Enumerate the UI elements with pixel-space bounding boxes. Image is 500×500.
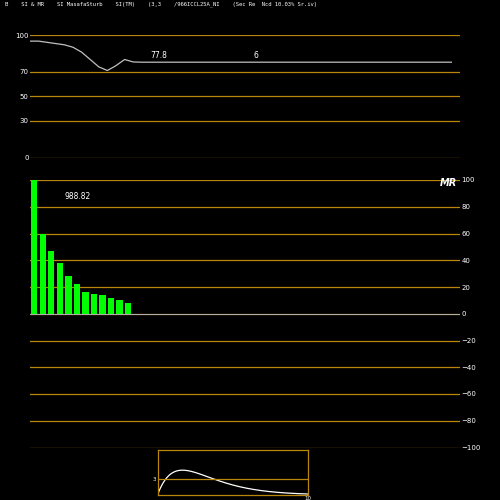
Bar	[90, 294, 97, 314]
Bar	[116, 300, 122, 314]
Bar	[74, 284, 80, 314]
Bar	[99, 295, 105, 314]
Bar	[82, 292, 88, 314]
Bar	[124, 303, 131, 314]
Text: 988.82: 988.82	[64, 192, 90, 200]
Bar	[31, 180, 38, 314]
Bar	[65, 276, 71, 314]
Bar	[48, 251, 54, 314]
Text: MR: MR	[440, 178, 458, 188]
Text: 77.8: 77.8	[150, 50, 168, 59]
Bar	[40, 234, 46, 314]
Text: B    SI & MR    SI MasafaSturb    SI(TM)    (3,3    /966ICCL25A_NI    (Sec Re  N: B SI & MR SI MasafaSturb SI(TM) (3,3 /96…	[5, 1, 317, 6]
Text: 6: 6	[254, 50, 258, 59]
Bar	[56, 263, 63, 314]
Bar	[108, 298, 114, 314]
